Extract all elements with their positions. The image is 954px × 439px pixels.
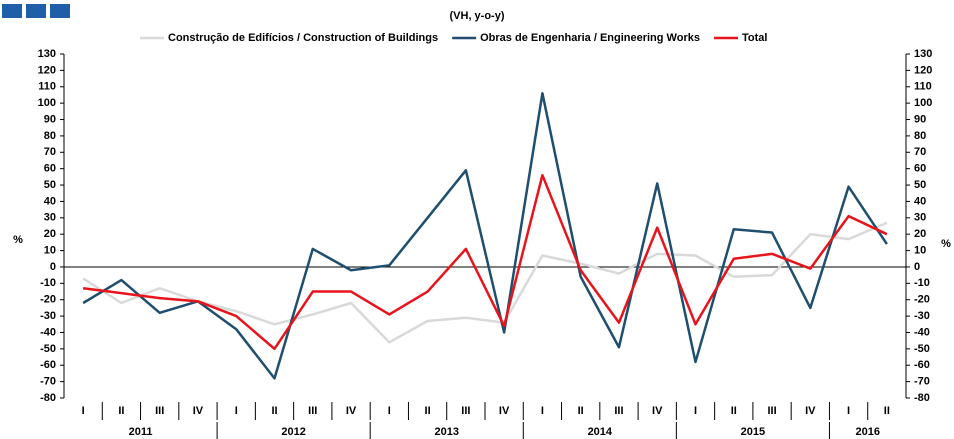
y-axis-label: % xyxy=(13,234,23,246)
series-line xyxy=(82,221,888,344)
logo xyxy=(2,4,22,18)
x-tick-label: II xyxy=(884,405,890,417)
y2-tick-label: 90 xyxy=(914,113,926,125)
logo xyxy=(50,4,70,18)
legend-label: Obras de Engenharia / Engineering Works xyxy=(480,32,700,44)
subtitle: (VH, y-o-y) xyxy=(450,10,505,22)
y2-tick-label: 30 xyxy=(914,212,926,224)
y-tick-label: -50 xyxy=(40,343,56,355)
y2-tick-label: 70 xyxy=(914,146,926,158)
y2-tick-label: 60 xyxy=(914,163,926,175)
x-tick-label: III xyxy=(461,405,470,417)
y-tick-label: 120 xyxy=(38,64,56,76)
year-label: 2011 xyxy=(129,426,153,438)
y-tick-label: 70 xyxy=(44,146,56,158)
y-tick-label: 60 xyxy=(44,163,56,175)
x-tick-label: IV xyxy=(193,405,204,417)
y2-tick-label: 80 xyxy=(914,130,926,142)
x-tick-label: III xyxy=(155,405,164,417)
x-tick-label: IV xyxy=(499,405,510,417)
y-tick-label: -80 xyxy=(40,392,56,404)
year-label: 2016 xyxy=(855,426,879,438)
x-tick-label: IV xyxy=(805,405,816,417)
series-line xyxy=(82,92,888,380)
y-tick-label: 80 xyxy=(44,130,56,142)
y2-tick-label: -60 xyxy=(914,359,930,371)
y2-tick-label: 110 xyxy=(914,81,932,93)
x-tick-label: IV xyxy=(652,405,663,417)
y2-axis-label: % xyxy=(941,238,951,250)
y2-tick-label: 130 xyxy=(914,48,932,60)
year-label: 2014 xyxy=(588,426,613,438)
y2-tick-label: 10 xyxy=(914,244,926,256)
y-tick-label: 50 xyxy=(44,179,56,191)
x-tick-label: II xyxy=(578,405,584,417)
x-tick-label: II xyxy=(118,405,124,417)
y-tick-label: -20 xyxy=(40,294,56,306)
y-tick-label: -30 xyxy=(40,310,56,322)
y-tick-label: 30 xyxy=(44,212,56,224)
x-tick-label: I xyxy=(235,405,238,417)
x-tick-label: I xyxy=(694,405,697,417)
legend-label: Construção de Edifícios / Construction o… xyxy=(168,32,438,44)
y-tick-label: -60 xyxy=(40,359,56,371)
y2-tick-label: 120 xyxy=(914,64,932,76)
y-tick-label: 90 xyxy=(44,113,56,125)
y2-tick-label: -30 xyxy=(914,310,930,322)
x-tick-label: III xyxy=(614,405,623,417)
y-tick-label: 130 xyxy=(38,48,56,60)
y2-tick-label: 40 xyxy=(914,195,926,207)
y-tick-label: 40 xyxy=(44,195,56,207)
y-tick-label: 20 xyxy=(44,228,56,240)
year-label: 2015 xyxy=(741,426,765,438)
y2-tick-label: 20 xyxy=(914,228,926,240)
y-tick-label: -10 xyxy=(40,277,56,289)
series-line xyxy=(82,173,888,351)
logo xyxy=(26,4,46,18)
y-tick-label: 0 xyxy=(50,261,56,273)
x-tick-label: I xyxy=(388,405,391,417)
y2-tick-label: 100 xyxy=(914,97,932,109)
y-tick-label: -40 xyxy=(40,326,56,338)
year-label: 2013 xyxy=(434,426,458,438)
y2-tick-label: -80 xyxy=(914,392,930,404)
y2-tick-label: 50 xyxy=(914,179,926,191)
x-tick-label: IV xyxy=(346,405,357,417)
year-label: 2012 xyxy=(281,426,305,438)
y2-tick-label: -40 xyxy=(914,326,930,338)
x-tick-label: III xyxy=(767,405,776,417)
x-tick-label: II xyxy=(271,405,277,417)
legend-label: Total xyxy=(742,32,767,44)
y-tick-label: -70 xyxy=(40,376,56,388)
x-tick-label: I xyxy=(82,405,85,417)
x-tick-label: II xyxy=(731,405,737,417)
y-tick-label: 10 xyxy=(44,244,56,256)
y-tick-label: 100 xyxy=(38,97,56,109)
y-tick-label: 110 xyxy=(38,81,56,93)
y2-tick-label: -20 xyxy=(914,294,930,306)
x-tick-label: III xyxy=(308,405,317,417)
y2-tick-label: -70 xyxy=(914,376,930,388)
x-tick-label: I xyxy=(847,405,850,417)
y2-tick-label: -10 xyxy=(914,277,930,289)
y2-tick-label: 0 xyxy=(914,261,920,273)
x-tick-label: II xyxy=(425,405,431,417)
y2-tick-label: -50 xyxy=(914,343,930,355)
x-tick-label: I xyxy=(541,405,544,417)
